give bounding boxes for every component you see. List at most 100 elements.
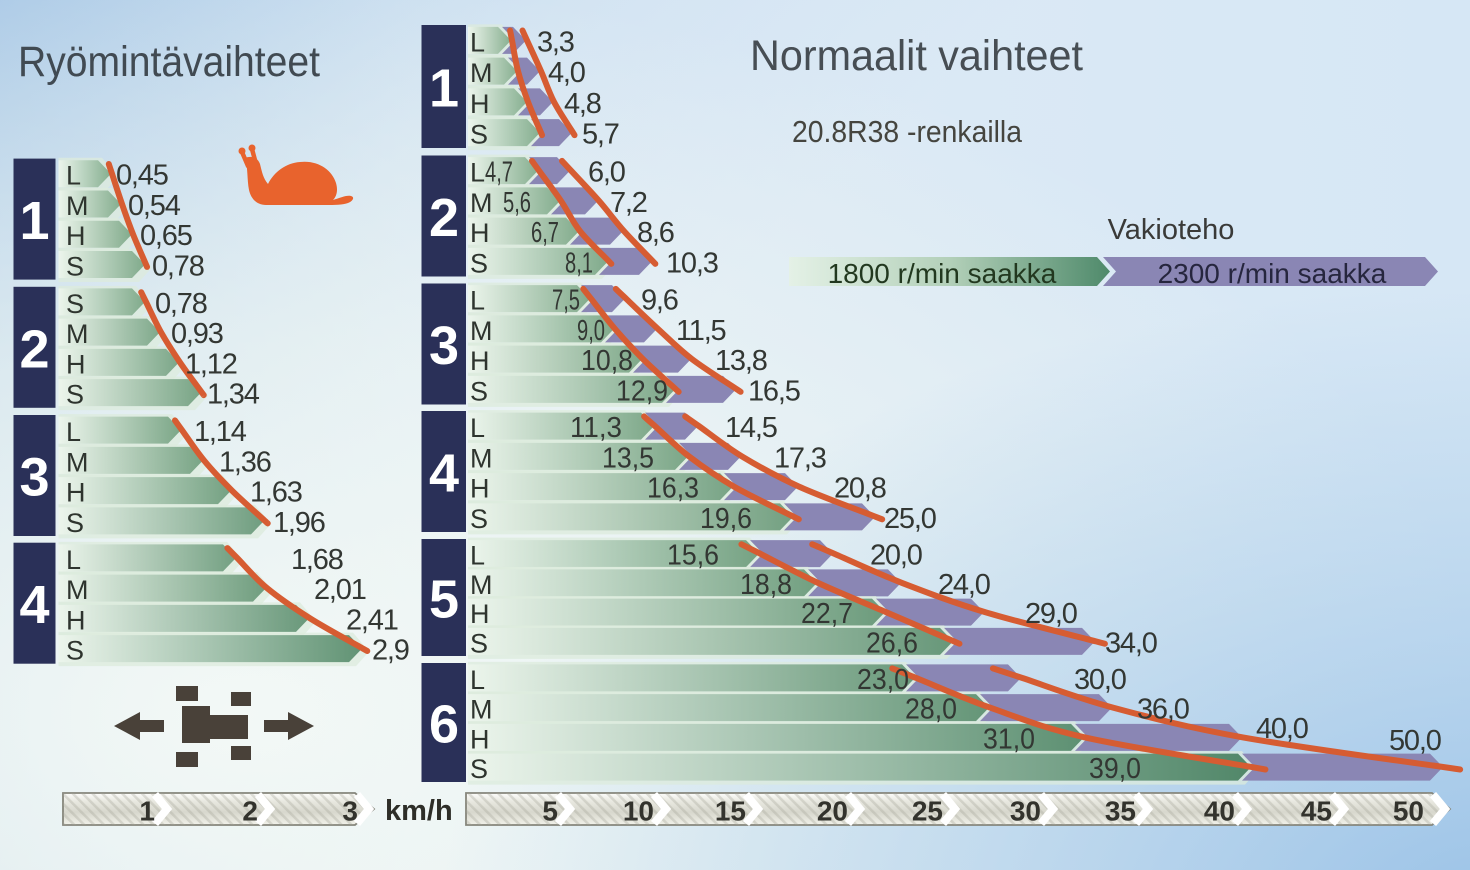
svg-text:H: H (470, 599, 490, 629)
svg-text:6: 6 (429, 695, 459, 755)
svg-text:15: 15 (715, 796, 746, 827)
svg-text:35: 35 (1105, 796, 1136, 827)
svg-text:40,0: 40,0 (1256, 713, 1308, 745)
svg-text:1,63: 1,63 (250, 477, 302, 509)
svg-text:1,68: 1,68 (291, 544, 343, 576)
svg-text:0,78: 0,78 (152, 250, 204, 282)
svg-text:H: H (470, 218, 490, 248)
svg-text:11,3: 11,3 (570, 412, 622, 444)
svg-text:1,36: 1,36 (219, 446, 271, 478)
svg-text:S: S (66, 251, 84, 281)
svg-text:14,5: 14,5 (725, 412, 777, 444)
svg-text:10: 10 (623, 796, 654, 827)
svg-text:L: L (470, 27, 485, 57)
svg-text:S: S (66, 636, 84, 666)
svg-text:S: S (470, 248, 488, 278)
svg-text:7,2: 7,2 (610, 187, 647, 219)
svg-text:M: M (470, 58, 493, 88)
svg-text:4: 4 (429, 444, 459, 504)
svg-text:S: S (66, 508, 84, 538)
svg-text:15,6: 15,6 (667, 540, 719, 572)
svg-text:22,7: 22,7 (801, 598, 853, 630)
svg-text:1,14: 1,14 (194, 416, 247, 448)
svg-text:10,3: 10,3 (666, 247, 718, 279)
svg-text:M: M (66, 447, 89, 477)
svg-text:2300 r/min saakka: 2300 r/min saakka (1158, 258, 1387, 289)
svg-text:1: 1 (19, 191, 49, 251)
svg-text:5,6: 5,6 (503, 187, 531, 219)
svg-text:1,34: 1,34 (207, 379, 260, 411)
svg-text:4,8: 4,8 (564, 88, 601, 120)
svg-text:40: 40 (1204, 796, 1235, 827)
svg-text:H: H (470, 724, 490, 754)
svg-text:45: 45 (1301, 796, 1332, 827)
svg-text:20.8R38 -renkailla: 20.8R38 -renkailla (792, 114, 1023, 149)
svg-text:M: M (66, 575, 89, 605)
svg-text:S: S (470, 120, 488, 150)
svg-text:0,93: 0,93 (171, 318, 223, 350)
svg-text:20,8: 20,8 (834, 473, 886, 505)
svg-text:L: L (66, 417, 81, 447)
svg-text:23,0: 23,0 (857, 664, 909, 696)
svg-text:4: 4 (19, 575, 49, 635)
svg-text:13,8: 13,8 (715, 345, 767, 377)
svg-text:H: H (66, 478, 86, 508)
svg-text:28,0: 28,0 (905, 694, 957, 726)
svg-text:30: 30 (1010, 796, 1041, 827)
svg-text:10,8: 10,8 (581, 345, 633, 377)
svg-text:8,1: 8,1 (565, 247, 593, 279)
svg-text:36,0: 36,0 (1137, 694, 1189, 726)
svg-text:9,6: 9,6 (641, 285, 678, 317)
svg-text:12,9: 12,9 (616, 375, 668, 407)
svg-text:0,54: 0,54 (128, 190, 181, 222)
svg-text:Ryömintävaihteet: Ryömintävaihteet (18, 38, 320, 86)
svg-text:30,0: 30,0 (1074, 664, 1126, 696)
svg-text:20: 20 (817, 796, 848, 827)
svg-text:3: 3 (429, 316, 459, 376)
svg-text:1,12: 1,12 (185, 348, 237, 380)
svg-text:L: L (66, 545, 81, 575)
svg-text:50: 50 (1393, 796, 1424, 827)
svg-text:3,3: 3,3 (537, 26, 574, 58)
svg-text:H: H (66, 349, 86, 379)
svg-text:11,5: 11,5 (676, 315, 726, 347)
svg-text:39,0: 39,0 (1089, 753, 1141, 785)
svg-text:H: H (470, 474, 490, 504)
svg-text:2: 2 (242, 796, 258, 827)
svg-text:km/h: km/h (385, 795, 453, 827)
svg-text:19,6: 19,6 (700, 503, 752, 535)
svg-text:3: 3 (342, 796, 358, 827)
svg-text:S: S (470, 754, 488, 784)
svg-text:18,8: 18,8 (740, 569, 792, 601)
svg-text:20,0: 20,0 (870, 540, 922, 572)
svg-text:H: H (66, 605, 86, 635)
svg-text:4,7: 4,7 (485, 157, 513, 189)
svg-text:0,45: 0,45 (116, 160, 168, 192)
svg-text:1,96: 1,96 (273, 507, 325, 539)
svg-text:5,7: 5,7 (582, 119, 619, 151)
svg-text:25,0: 25,0 (884, 503, 936, 535)
svg-text:1: 1 (429, 59, 459, 119)
svg-text:7,5: 7,5 (552, 285, 580, 317)
svg-text:0,65: 0,65 (140, 220, 192, 252)
svg-text:L: L (66, 161, 81, 191)
svg-text:H: H (470, 346, 490, 376)
svg-text:26,6: 26,6 (866, 627, 918, 659)
svg-text:50,0: 50,0 (1389, 725, 1441, 757)
svg-text:1: 1 (139, 796, 155, 827)
svg-text:0,78: 0,78 (155, 288, 207, 320)
svg-text:25: 25 (912, 796, 943, 827)
svg-text:L: L (470, 541, 485, 571)
svg-text:M: M (66, 319, 89, 349)
svg-text:Normaalit vaihteet: Normaalit vaihteet (750, 32, 1083, 80)
svg-text:L: L (470, 665, 485, 695)
svg-text:S: S (470, 628, 488, 658)
svg-text:S: S (66, 380, 84, 410)
svg-text:M: M (470, 443, 493, 473)
svg-text:2: 2 (19, 319, 49, 379)
svg-text:5: 5 (429, 570, 459, 630)
svg-text:1800 r/min saakka: 1800 r/min saakka (828, 258, 1057, 289)
svg-text:9,0: 9,0 (577, 315, 605, 347)
svg-text:6,7: 6,7 (531, 217, 559, 249)
svg-text:13,5: 13,5 (602, 442, 654, 474)
